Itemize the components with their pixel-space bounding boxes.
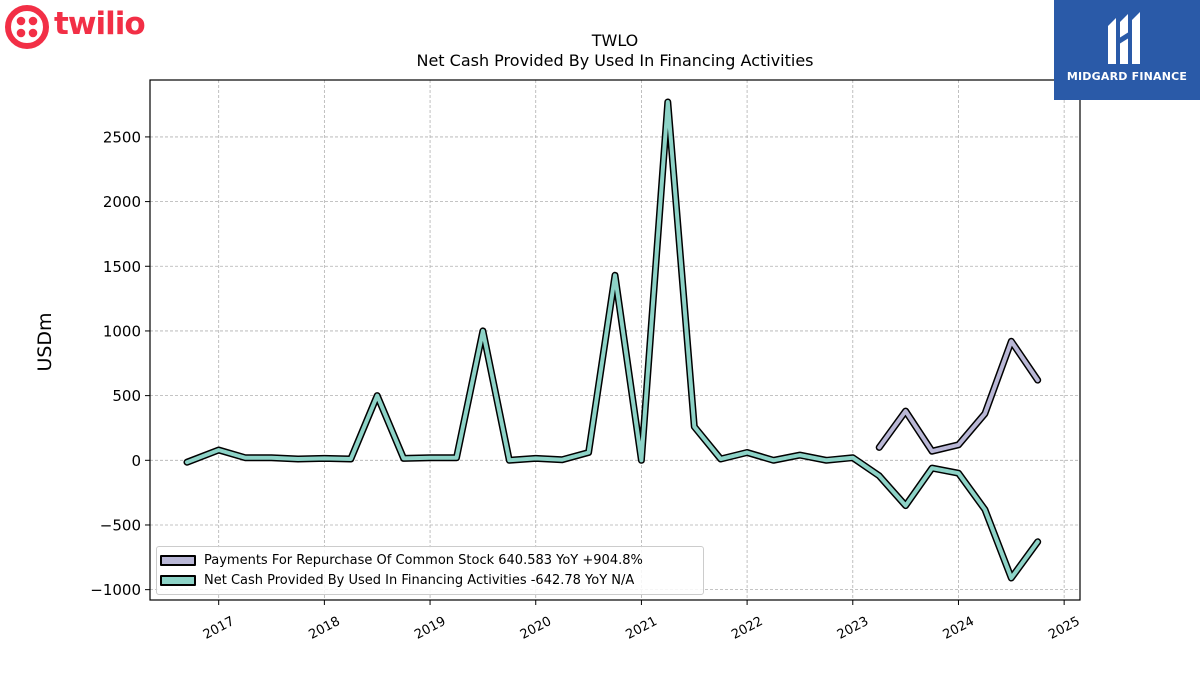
x-tick-label: 2018	[306, 614, 342, 643]
legend-label-repurchase: Payments For Repurchase Of Common Stock …	[204, 552, 643, 568]
chart-title-block: TWLO Net Cash Provided By Used In Financ…	[150, 31, 1080, 71]
legend-item-financing: Net Cash Provided By Used In Financing A…	[160, 570, 634, 590]
x-tick-label: 2021	[624, 614, 660, 643]
data-point	[905, 505, 906, 506]
data-point	[667, 101, 668, 102]
chart-title: TWLO	[591, 31, 639, 50]
x-tick-label: 2019	[412, 614, 448, 643]
data-point	[852, 457, 853, 458]
data-point	[588, 452, 589, 453]
legend-swatch-repurchase	[160, 554, 196, 566]
data-point	[377, 395, 378, 396]
x-tick-label: 2025	[1046, 614, 1082, 643]
data-point	[535, 458, 536, 459]
y-axis-label: USDm	[34, 312, 56, 372]
y-tick-label: 2000	[103, 193, 141, 211]
series-layer	[183, 98, 1042, 582]
midgard-finance-logo: MIDGARD FINANCE	[1054, 0, 1200, 100]
twilio-logo-text: twilio	[54, 6, 146, 42]
legend-item-repurchase: Payments For Repurchase Of Common Stock …	[160, 550, 643, 570]
data-point	[932, 451, 933, 452]
midgard-logo-text: MIDGARD FINANCE	[1066, 70, 1188, 83]
series-line-1	[185, 100, 1040, 580]
data-point	[186, 462, 187, 463]
y-tick-label: 500	[112, 387, 141, 405]
data-point	[958, 473, 959, 474]
x-tick-label: 2022	[729, 614, 765, 643]
data-point	[958, 444, 959, 445]
midgard-logo-icon	[1108, 12, 1140, 64]
data-point	[403, 458, 404, 459]
data-point	[271, 457, 272, 458]
series-outline-1	[183, 98, 1042, 582]
data-point	[905, 411, 906, 412]
x-tick-label: 2017	[201, 614, 237, 643]
data-point	[297, 459, 298, 460]
y-tick-label: −500	[100, 516, 141, 534]
data-point	[641, 460, 642, 461]
legend-label-financing: Net Cash Provided By Used In Financing A…	[204, 572, 635, 588]
data-point	[799, 455, 800, 456]
data-point	[430, 457, 431, 458]
data-point	[324, 458, 325, 459]
data-point	[932, 468, 933, 469]
data-point	[984, 509, 985, 510]
chart-subtitle: Net Cash Provided By Used In Financing A…	[416, 51, 814, 70]
data-point	[879, 447, 880, 448]
data-point	[879, 475, 880, 476]
data-point	[482, 330, 483, 331]
data-point	[826, 460, 827, 461]
data-point	[1037, 380, 1038, 381]
x-tick-label: 2023	[835, 614, 871, 643]
data-point	[773, 460, 774, 461]
data-point	[350, 459, 351, 460]
twilio-logo: twilio	[4, 4, 154, 50]
legend-swatch-financing	[160, 574, 196, 586]
x-tick-label: 2020	[518, 614, 554, 643]
y-tick-label: −1000	[90, 581, 141, 599]
y-tick-label: 1500	[103, 258, 141, 276]
data-point	[984, 413, 985, 414]
x-tick-label: 2024	[941, 614, 977, 643]
data-point	[1037, 541, 1038, 542]
twilio-logo-icon	[5, 5, 49, 49]
data-point	[218, 449, 219, 450]
grid-lines	[150, 80, 1080, 600]
data-point	[1011, 341, 1012, 342]
data-point	[747, 452, 748, 453]
data-point	[562, 459, 563, 460]
data-point	[509, 460, 510, 461]
chart-legend: Payments For Repurchase Of Common Stock …	[156, 546, 704, 595]
y-tick-label: 2500	[103, 128, 141, 146]
data-point	[615, 275, 616, 276]
series-line-0	[877, 339, 1040, 454]
data-point	[245, 457, 246, 458]
data-point	[456, 457, 457, 458]
data-point	[1011, 578, 1012, 579]
data-point	[720, 459, 721, 460]
plot-frame	[149, 79, 1081, 601]
y-tick-label: 0	[131, 452, 141, 470]
y-tick-label: 1000	[103, 322, 141, 340]
data-point	[694, 426, 695, 427]
